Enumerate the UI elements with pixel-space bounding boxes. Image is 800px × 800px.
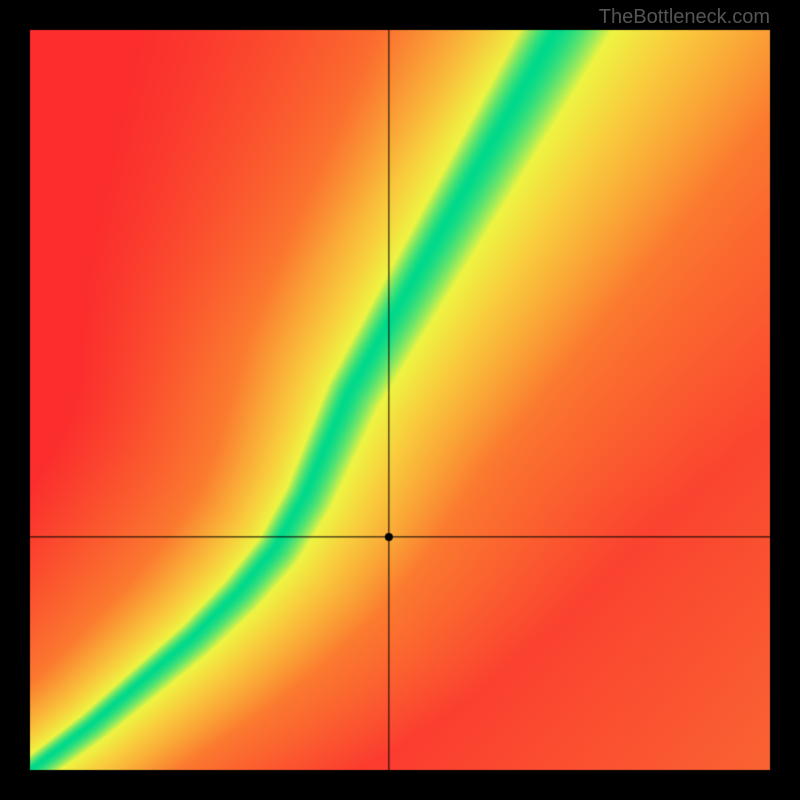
heatmap-canvas	[0, 0, 800, 800]
chart-container: TheBottleneck.com	[0, 0, 800, 800]
watermark-text: TheBottleneck.com	[599, 6, 770, 29]
